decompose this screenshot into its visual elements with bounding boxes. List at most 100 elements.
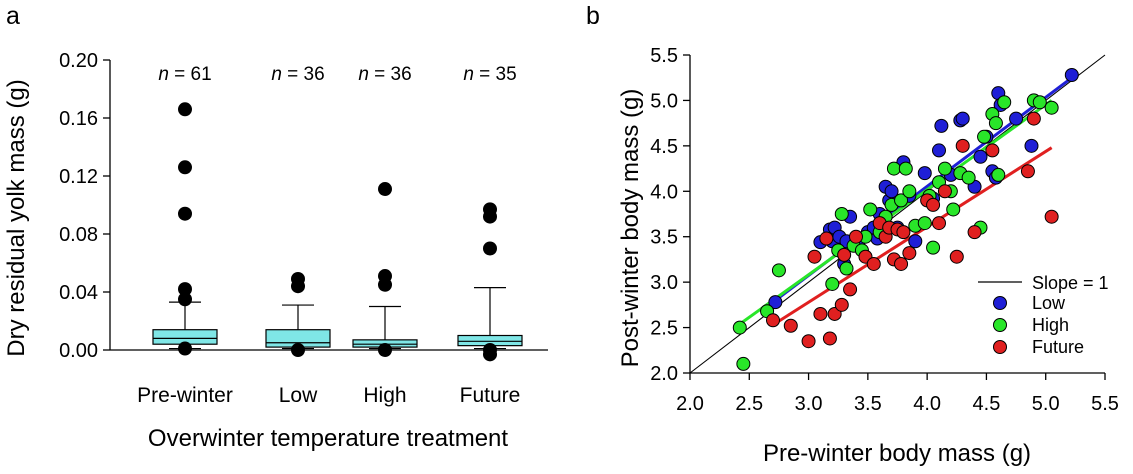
panel-a-y-axis-title: Dry residual yolk mass (g) — [3, 79, 30, 356]
x-tick-label: Low — [279, 384, 318, 407]
panel-b-label: b — [586, 2, 600, 30]
point-future — [949, 249, 964, 264]
panel-a-axes: 0.00 0.04 0.08 0.12 0.16 0.20 Pre-winter Low Hig… — [59, 50, 548, 407]
x-tick-label: Future — [460, 384, 521, 407]
panel-a-n-labels: n = 61 n = 36 n = 36 n = 35 — [158, 64, 516, 85]
y-tick-label: 2.5 — [650, 318, 678, 340]
point-high — [917, 216, 932, 231]
point-future — [932, 216, 946, 231]
point-high — [771, 263, 786, 278]
x-tick-label: 4.0 — [913, 393, 941, 415]
y-tick-label: 0.20 — [59, 50, 98, 72]
point-low — [932, 143, 946, 158]
outlier-point — [178, 102, 192, 117]
panel-a-boxes — [152, 102, 523, 362]
legend-label-future: Future — [1032, 337, 1084, 357]
panel-a-boxplot: a 0.00 0.04 0.08 0.12 0.16 0.20 Pre-winter Low H… — [3, 2, 548, 452]
point-high — [988, 116, 1003, 131]
point-future — [937, 184, 952, 199]
x-tick-label: 2.5 — [735, 393, 763, 415]
x-tick-label: 5.5 — [1091, 393, 1119, 415]
y-tick-label: 0.16 — [59, 108, 98, 130]
outlier-point — [291, 279, 305, 294]
legend-swatch-high — [993, 318, 1007, 332]
point-future — [926, 197, 941, 212]
y-tick-label: 0.04 — [59, 282, 98, 304]
point-low — [1064, 67, 1079, 82]
point-low — [884, 184, 899, 199]
panel-b-y-axis-title: Post-winter body mass (g) — [617, 89, 644, 368]
y-tick-label: 2.0 — [650, 363, 678, 385]
point-high — [977, 129, 992, 144]
point-low — [768, 295, 783, 310]
y-tick-label: 4.5 — [650, 136, 678, 158]
fit-line-high — [736, 99, 1053, 327]
point-future — [813, 306, 828, 321]
point-high — [825, 276, 840, 291]
point-high — [926, 240, 941, 255]
n-symbol: n — [463, 64, 474, 85]
point-future — [822, 331, 837, 346]
point-future — [834, 297, 849, 312]
panel-a-label: a — [6, 2, 20, 30]
outlier-point — [178, 292, 192, 307]
point-future — [783, 318, 798, 333]
point-future — [985, 143, 1000, 158]
point-future — [849, 229, 863, 244]
y-tick-label: 5.5 — [650, 45, 678, 67]
outlier-point — [483, 241, 497, 256]
point-high — [834, 207, 849, 221]
point-low — [934, 118, 949, 133]
point-high — [1032, 95, 1047, 110]
n-symbol: n — [358, 64, 369, 85]
n-value: = 61 — [169, 64, 212, 85]
x-tick-label: Pre-winter — [137, 384, 233, 407]
x-tick-label: High — [363, 384, 406, 407]
outlier-point — [178, 282, 192, 297]
point-low — [973, 149, 988, 164]
point-high — [1044, 100, 1059, 115]
y-tick-label: 0.08 — [59, 224, 98, 246]
point-low — [955, 111, 970, 126]
legend-label-low: Low — [1032, 293, 1066, 313]
panel-b-scatter: b 2.0 2.5 3.0 3.5 4.0 4.5 5.0 5.5 2.0 2.5 3.0 3.5 4.… — [586, 2, 1119, 467]
point-future — [837, 247, 852, 262]
outlier-point — [291, 343, 305, 357]
legend-swatch-low — [993, 296, 1007, 310]
n-symbol: n — [271, 64, 282, 85]
legend-label-slope: Slope = 1 — [1032, 273, 1109, 293]
x-tick-label: 4.5 — [973, 393, 1001, 415]
x-tick-label: 5.0 — [1032, 393, 1060, 415]
point-high — [732, 320, 747, 335]
point-high — [991, 167, 1006, 182]
legend-swatch-future — [993, 340, 1007, 354]
panel-a-x-axis-title: Overwinter temperature treatment — [148, 425, 508, 452]
outlier-point — [378, 277, 392, 292]
y-tick-label: 4.0 — [650, 181, 678, 203]
point-future — [896, 225, 911, 240]
n-value: = 36 — [282, 64, 325, 85]
point-future — [819, 231, 834, 246]
point-future — [902, 246, 917, 261]
n-symbol: n — [158, 64, 169, 85]
y-tick-label: 3.5 — [650, 227, 678, 249]
point-high — [863, 202, 878, 217]
outlier-point — [378, 343, 392, 357]
outlier-point — [483, 347, 497, 362]
n-value: = 36 — [369, 64, 412, 85]
point-low — [1009, 111, 1024, 126]
point-future — [1026, 111, 1041, 126]
y-tick-label: 5.0 — [650, 90, 678, 112]
y-tick-label: 3.0 — [650, 272, 678, 294]
point-future — [955, 138, 970, 153]
n-label: n = 61 — [158, 64, 211, 85]
point-future — [1044, 209, 1059, 224]
point-low — [1024, 138, 1039, 153]
x-tick-label: 3.5 — [854, 393, 882, 415]
point-high — [961, 170, 976, 185]
panel-b-x-axis-title: Pre-winter body mass (g) — [763, 440, 1031, 467]
x-tick-label: 2.0 — [676, 393, 704, 415]
outlier-point — [483, 209, 497, 224]
